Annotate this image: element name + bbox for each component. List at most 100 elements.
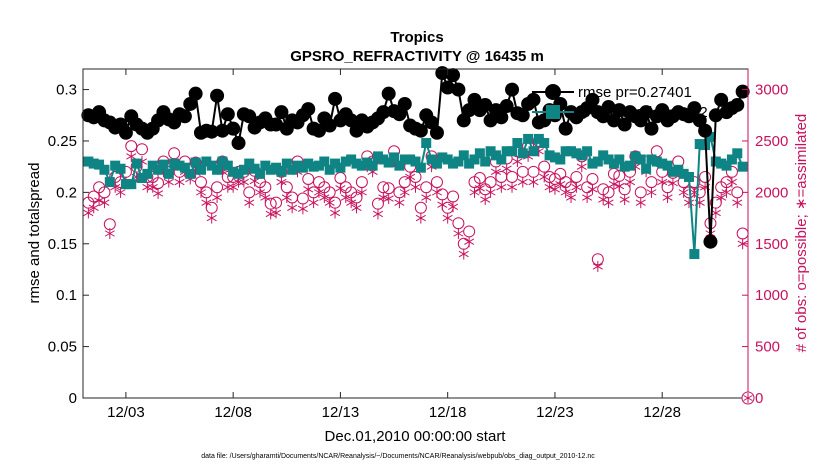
obs-assimilated-point — [297, 203, 308, 215]
rmse-point — [177, 109, 192, 124]
totalspread-point — [131, 158, 142, 169]
obs-asterisk-stroke — [308, 199, 319, 206]
obs-assimilated-point — [415, 212, 426, 224]
obs-assimilated-point — [356, 186, 367, 198]
chart-subtitle: GPSRO_REFRACTIVITY @ 16435 m — [290, 48, 544, 65]
obs-asterisk-stroke — [410, 184, 421, 191]
obs-asterisk-stroke — [244, 199, 255, 206]
obs-asterisk-stroke — [110, 184, 121, 191]
obs-assimilated-point — [726, 176, 737, 188]
totalspread-point — [153, 164, 164, 175]
rmse-point — [655, 103, 670, 118]
obs-assimilated-point — [683, 197, 695, 209]
obs-assimilated-point — [99, 197, 110, 209]
totalspread-point — [383, 157, 394, 168]
totalspread-point — [442, 154, 453, 165]
obs-asterisk-stroke — [297, 205, 308, 213]
y-left-tick-label: 0 — [69, 390, 77, 407]
obs-asterisk-stroke — [683, 199, 695, 206]
obs-asterisk-stroke — [271, 209, 282, 217]
obs-assimilated-point — [565, 192, 577, 204]
obs-asterisk-stroke — [544, 184, 555, 191]
obs-assimilated-point — [469, 186, 480, 198]
obs-asterisk-stroke — [415, 214, 426, 222]
rmse-point — [644, 121, 659, 136]
obs-asterisk-stroke — [356, 189, 367, 196]
rmse-point — [687, 101, 702, 116]
obs-assimilated-point — [83, 207, 94, 219]
obs-asterisk-stroke — [212, 194, 223, 201]
obs-assimilated-point — [330, 207, 341, 219]
obs-asterisk-stroke — [238, 178, 249, 186]
obs-asterisk-stroke — [582, 194, 593, 201]
rmse-point — [730, 97, 745, 112]
obs-assimilated-point — [287, 202, 298, 214]
totalspread-point — [190, 157, 201, 168]
totalspread-point — [480, 156, 491, 167]
totalspread-point — [378, 154, 389, 165]
totalspread-point — [340, 156, 351, 167]
obs-assimilated-point — [153, 187, 164, 199]
totalspread-point — [523, 133, 534, 144]
totalspread-point — [83, 156, 94, 167]
obs-assimilated-point — [126, 150, 137, 162]
totalspread-point — [726, 154, 737, 165]
totalspread-point — [212, 164, 223, 175]
totalspread-point — [319, 156, 330, 167]
totalspread-point — [313, 160, 324, 171]
totalspread-point — [254, 168, 265, 179]
rmse-point — [708, 108, 723, 123]
obs-assimilated-point — [528, 176, 539, 188]
obs-asterisk-stroke — [442, 214, 453, 222]
rmse-point — [467, 92, 482, 107]
rmse-point — [639, 105, 654, 120]
obs-assimilated-point — [372, 208, 383, 220]
rmse-point — [446, 68, 461, 83]
totalspread-point — [641, 163, 652, 174]
obs-asterisk-stroke — [147, 184, 158, 191]
x-tick-label: 12/03 — [107, 404, 145, 421]
rmse-point — [381, 86, 396, 101]
totalspread-point — [201, 156, 212, 167]
obs-asterisk-stroke — [501, 165, 512, 172]
obs-assimilated-point — [544, 181, 555, 193]
rmse-point — [397, 96, 412, 111]
rmse-point — [515, 108, 530, 123]
obs-assimilated-point — [662, 192, 673, 204]
rmse-point — [612, 103, 627, 118]
obs-assimilated-point — [244, 197, 255, 209]
obs-asterisk-stroke — [732, 199, 743, 206]
totalspread-point — [533, 133, 544, 144]
rmse-point — [301, 102, 316, 117]
totalspread-point — [110, 160, 121, 171]
left-y-axis: 0 0.05 0.1 0.15 0.2 0.25 0.3 — [48, 82, 89, 407]
totalspread-point — [721, 160, 732, 171]
obs-asterisk-stroke — [726, 178, 737, 186]
totalspread-point — [667, 166, 678, 177]
x-tick-label: 12/18 — [429, 404, 467, 421]
totalspread-point — [716, 158, 727, 169]
totalspread-point — [598, 150, 609, 161]
totalspread-point — [673, 164, 684, 175]
obs-assimilated-point — [646, 186, 657, 198]
rmse-point — [118, 125, 133, 140]
totalspread-point — [437, 152, 448, 163]
y-left-tick-label: 0.1 — [56, 287, 77, 304]
obs-assimilated-point — [592, 260, 603, 272]
y-left-tick-label: 0.3 — [56, 82, 77, 99]
totalspread-point — [115, 163, 126, 174]
rmse-point — [617, 117, 632, 132]
rmse-point — [215, 123, 230, 138]
rmse-point — [462, 103, 477, 118]
obs-assimilated-point — [104, 228, 115, 239]
y-right-tick-label: 500 — [755, 339, 780, 356]
totalspread-point — [297, 162, 308, 173]
obs-asterisk-stroke — [83, 209, 94, 217]
totalspread-point — [346, 154, 357, 165]
rmse-point — [440, 80, 455, 95]
y-right-tick-label: 2500 — [755, 133, 788, 150]
x-tick-label: 12/28 — [643, 404, 681, 421]
obs-assimilated-point — [624, 176, 636, 188]
rmse-point — [226, 121, 241, 136]
rmse-point — [429, 125, 444, 140]
